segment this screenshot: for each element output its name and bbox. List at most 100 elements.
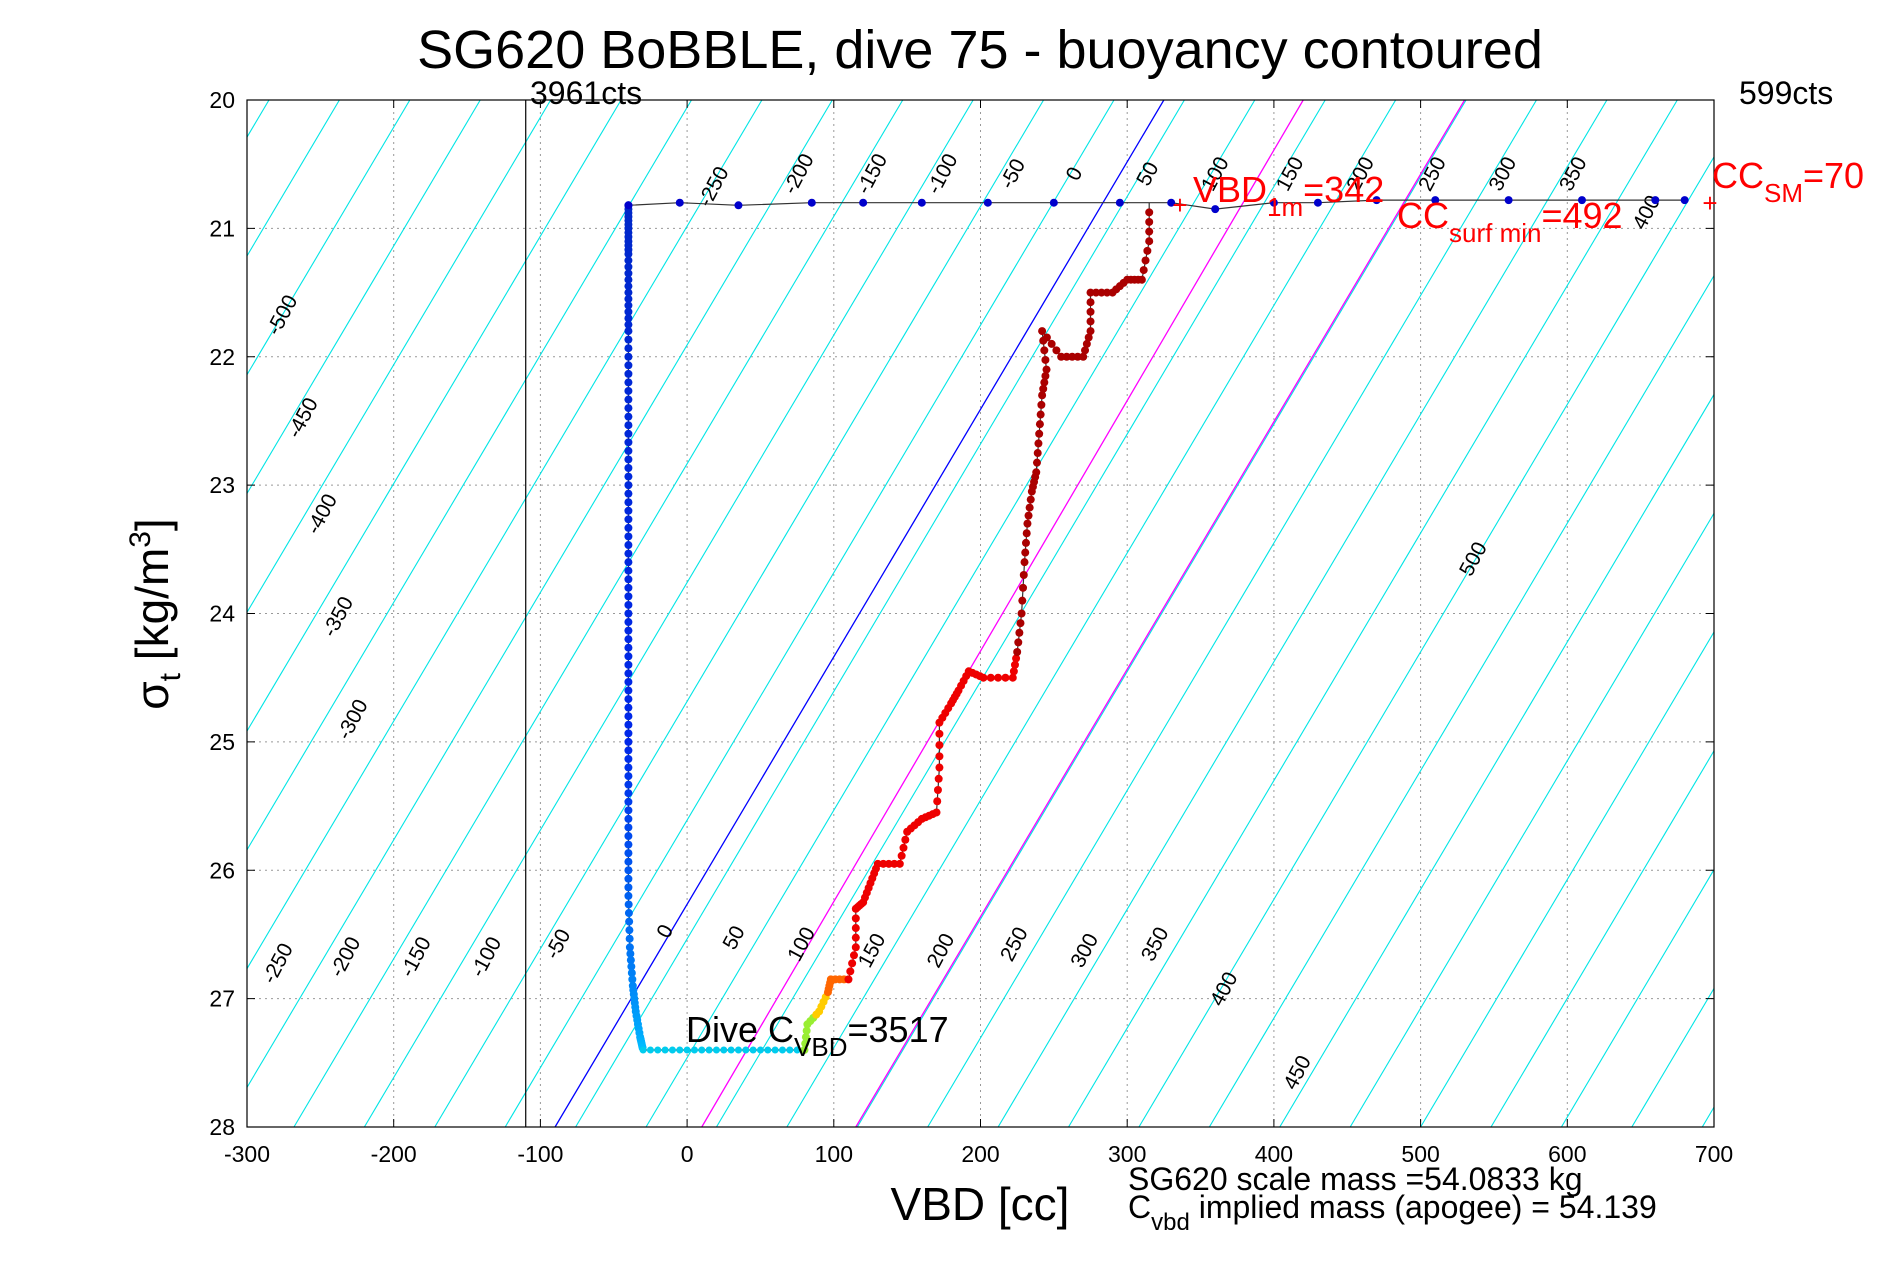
x-tick-label: 0 bbox=[681, 1141, 694, 1167]
x-tick-label: 500 bbox=[1401, 1141, 1439, 1167]
bottom-point bbox=[712, 1046, 720, 1054]
climb-point bbox=[1057, 352, 1066, 361]
contour-line bbox=[856, 100, 1467, 1127]
bottom-point bbox=[734, 1046, 742, 1054]
dive-point bbox=[624, 840, 633, 849]
surface-point bbox=[917, 198, 926, 207]
surface-point bbox=[1167, 198, 1176, 207]
climb-point bbox=[1042, 365, 1051, 374]
dive-point bbox=[624, 849, 633, 858]
climb-point bbox=[1143, 246, 1152, 255]
climb-point bbox=[1035, 429, 1044, 438]
dive-point bbox=[624, 472, 633, 481]
climb-point bbox=[1032, 458, 1041, 467]
climb-point bbox=[1086, 298, 1095, 307]
dive-point bbox=[625, 934, 634, 943]
contour-line bbox=[293, 100, 904, 1127]
climb-point bbox=[1086, 288, 1095, 297]
dive-point bbox=[624, 294, 633, 303]
dive-point bbox=[624, 592, 633, 601]
y-tick-label: 26 bbox=[209, 857, 235, 883]
dive-point bbox=[624, 626, 633, 635]
dive-point bbox=[624, 386, 633, 395]
climb-point bbox=[1033, 449, 1042, 458]
dive-point bbox=[624, 575, 633, 584]
climb-point bbox=[1012, 654, 1021, 663]
dive-point bbox=[624, 361, 633, 370]
contour-line bbox=[1138, 155, 1714, 1127]
dive-point bbox=[624, 515, 633, 524]
magenta-line-2 bbox=[855, 100, 1466, 1127]
y-tick-label: 24 bbox=[209, 601, 235, 627]
dive-point bbox=[624, 269, 633, 278]
climb-point bbox=[1068, 352, 1077, 361]
dive-point bbox=[624, 523, 633, 532]
climb-point bbox=[1040, 346, 1049, 355]
dive-point bbox=[624, 558, 633, 567]
climb-point bbox=[1026, 495, 1035, 504]
grid-lines bbox=[247, 100, 1714, 1127]
climb-point bbox=[884, 859, 893, 868]
dive-trace bbox=[624, 196, 1689, 1054]
dive-point bbox=[624, 344, 633, 353]
climb-point bbox=[1082, 339, 1091, 348]
contour-line bbox=[247, 100, 692, 851]
dive-point bbox=[624, 857, 633, 866]
bottom-point bbox=[639, 1046, 647, 1054]
climb-point bbox=[851, 924, 860, 933]
climb-point bbox=[846, 967, 855, 976]
climb-point bbox=[1015, 628, 1024, 637]
climb-point bbox=[1008, 673, 1017, 682]
vbd-zero-line bbox=[554, 100, 1165, 1127]
climb-point bbox=[1025, 503, 1034, 512]
bottom-point bbox=[690, 1046, 698, 1054]
contour-line bbox=[575, 100, 1185, 1127]
climb-point bbox=[1019, 570, 1028, 579]
dive-point bbox=[624, 498, 633, 507]
climb-point bbox=[1013, 648, 1022, 657]
surface-point bbox=[1680, 196, 1689, 205]
marker-plus-ccsm: + bbox=[1702, 188, 1717, 218]
dive-point bbox=[624, 250, 633, 259]
dive-point bbox=[624, 352, 633, 361]
climb-point bbox=[979, 673, 988, 682]
contour-line bbox=[1279, 393, 1714, 1127]
dive-point bbox=[626, 949, 635, 958]
dive-point bbox=[624, 643, 633, 652]
contour-line bbox=[434, 100, 1045, 1127]
x-tick-label: -200 bbox=[371, 1141, 417, 1167]
annotation-ccsm: CCSM=70 bbox=[1712, 155, 1864, 208]
climb-point bbox=[1009, 667, 1018, 676]
climb-point bbox=[1040, 378, 1049, 387]
climb-point bbox=[1137, 275, 1146, 284]
climb-point bbox=[1022, 529, 1031, 538]
climb-point bbox=[1018, 596, 1027, 605]
contour-line bbox=[1068, 100, 1678, 1127]
climb-point bbox=[935, 763, 944, 772]
y-tick-label: 28 bbox=[209, 1114, 235, 1140]
climb-point bbox=[1021, 548, 1030, 557]
climb-point bbox=[1035, 420, 1044, 429]
contour-line bbox=[363, 100, 974, 1127]
dive-point bbox=[624, 763, 633, 772]
contour-line bbox=[1349, 512, 1714, 1127]
dive-point bbox=[624, 652, 633, 661]
climb-point bbox=[932, 808, 941, 817]
bottom-point bbox=[793, 1046, 801, 1054]
x-tick-label: 200 bbox=[961, 1141, 999, 1167]
climb-point bbox=[1038, 391, 1047, 400]
climb-point bbox=[1081, 346, 1090, 355]
dive-point bbox=[624, 600, 633, 609]
contour-line bbox=[247, 100, 411, 376]
dive-point bbox=[624, 320, 633, 329]
contour-line bbox=[645, 100, 1256, 1127]
climb-point bbox=[1021, 538, 1030, 547]
climb-point bbox=[935, 741, 944, 750]
climb-point bbox=[901, 835, 910, 844]
dive-point bbox=[624, 677, 633, 686]
dive-point bbox=[624, 506, 633, 515]
bottom-point bbox=[749, 1046, 757, 1054]
climb-point bbox=[801, 1039, 810, 1048]
footer-implied-mass: Cvbd implied mass (apogee) = 54.139 bbox=[1128, 1189, 1657, 1236]
